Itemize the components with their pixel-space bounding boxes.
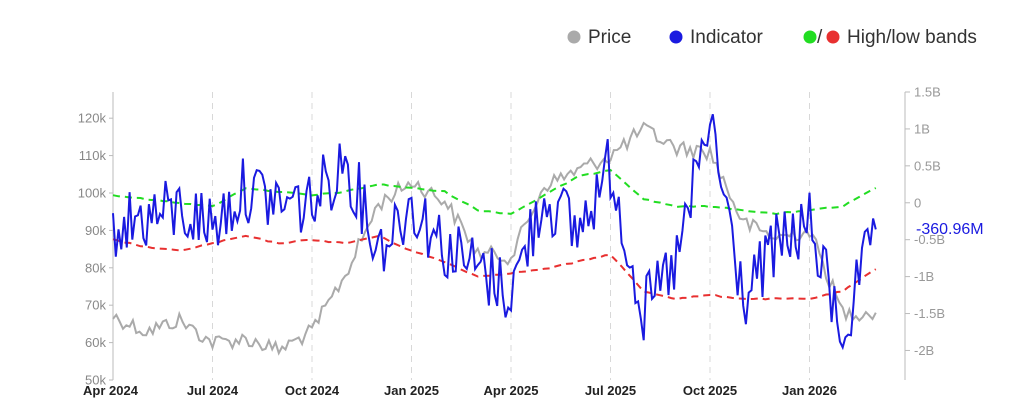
x-tick-label: Jan 2025 [384, 383, 439, 398]
vertical-gridlines [212, 92, 810, 380]
x-tick-label: Jul 2024 [187, 383, 239, 398]
x-tick-label: Apr 2025 [484, 383, 539, 398]
x-tick-label: Oct 2025 [683, 383, 737, 398]
right-tick-label: 1.5B [914, 85, 941, 100]
left-axis-ticks: 50k 60k 70k 80k 90k 100k 110k 120k [78, 111, 113, 388]
legend-low-band-swatch [826, 30, 840, 44]
legend-price-swatch [567, 30, 581, 44]
left-tick-label: 120k [78, 111, 107, 126]
legend-high-band-swatch [803, 30, 817, 44]
right-axis-ticks: -2B -1.5B -1B -0.5B 0 0.5B 1B 1.5B [905, 85, 945, 358]
right-tick-label: -1B [914, 269, 934, 284]
legend-indicator-swatch [669, 30, 683, 44]
legend-price-label: Price [588, 27, 631, 48]
left-tick-label: 80k [85, 260, 106, 275]
x-tick-label: Jan 2026 [782, 383, 837, 398]
x-tick-label: Apr 2024 [83, 383, 139, 398]
right-tick-label: 0.5B [914, 158, 941, 173]
legend-bands-separator: / [817, 27, 823, 48]
legend-indicator-label: Indicator [690, 27, 764, 48]
indicator-last-value-label: -360.96M [916, 221, 984, 238]
left-tick-label: 90k [85, 223, 106, 238]
x-tick-label: Oct 2024 [285, 383, 340, 398]
left-tick-label: 50k [85, 373, 106, 388]
right-tick-label: -2B [914, 343, 934, 358]
x-tick-label: Jul 2025 [585, 383, 636, 398]
high-band-series-line [112, 169, 877, 216]
x-axis-ticks: Apr 2024 Jul 2024 Oct 2024 Jan 2025 Apr 2025… [83, 383, 837, 398]
left-tick-label: 70k [85, 298, 106, 313]
left-tick-label: 100k [78, 185, 107, 200]
indicator-series-line [112, 113, 877, 351]
right-tick-label: 0 [914, 195, 921, 210]
left-tick-label: 110k [79, 148, 107, 163]
price-series-line [112, 121, 877, 356]
legend: Price Indicator / High/low bands [567, 27, 977, 48]
right-tick-label: -1.5B [914, 306, 945, 321]
legend-bands-label: High/low bands [847, 27, 977, 48]
right-tick-label: 1B [914, 121, 930, 136]
left-tick-label: 60k [85, 335, 106, 350]
right-tick-label: -0.5B [914, 232, 945, 247]
series-layer [112, 113, 877, 356]
